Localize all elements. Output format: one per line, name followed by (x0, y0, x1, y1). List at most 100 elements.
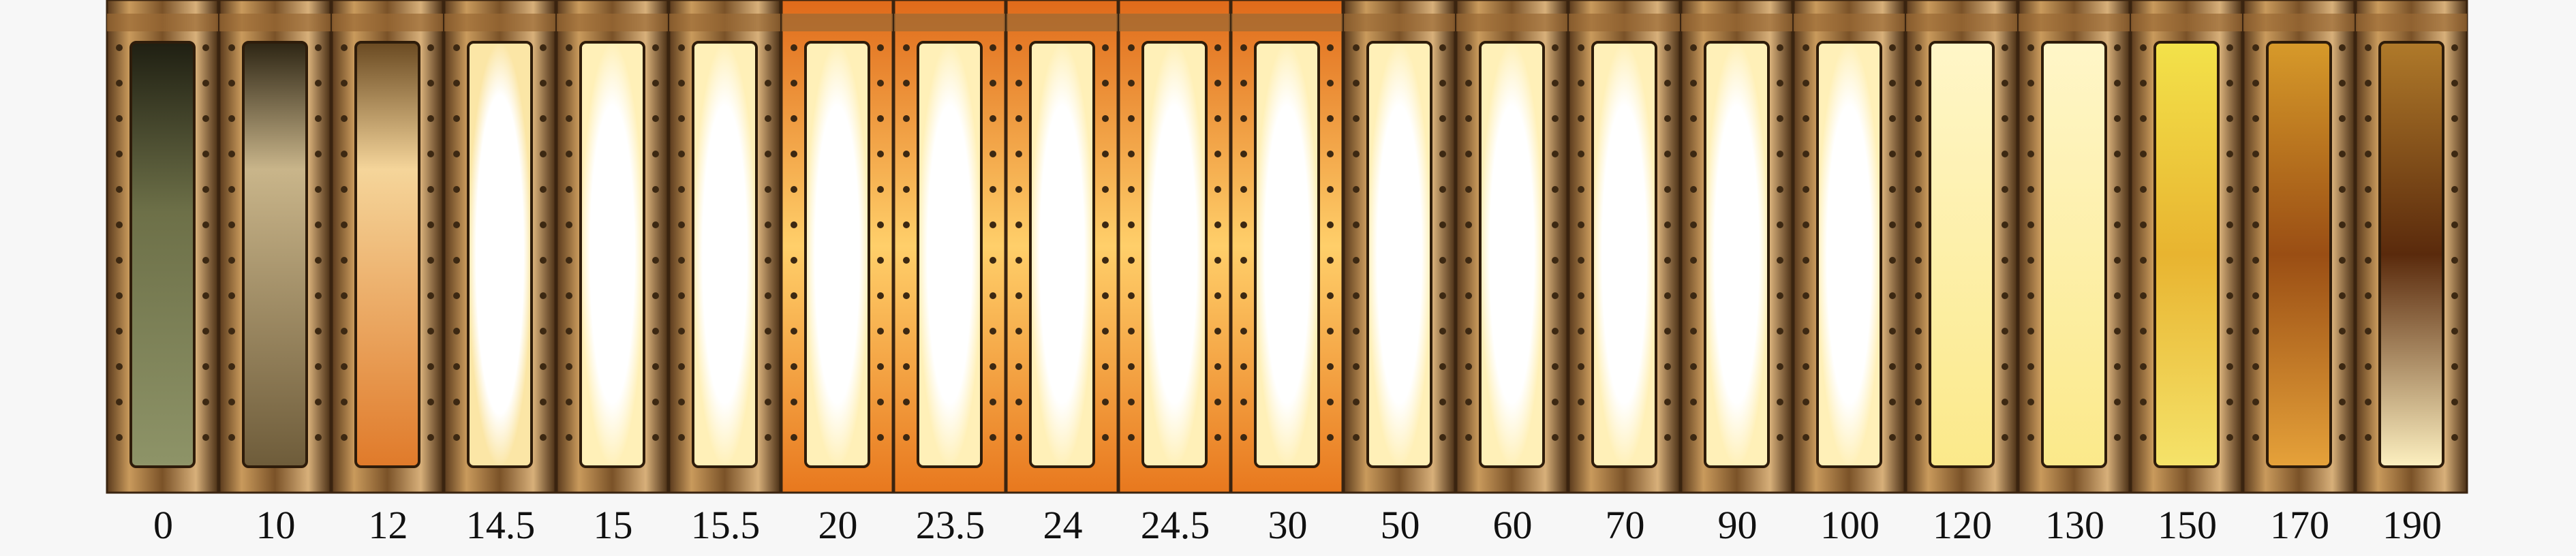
rivet (1690, 292, 1697, 299)
panel-top-bar (107, 14, 218, 31)
rivet (1240, 328, 1247, 335)
rivet (877, 363, 884, 370)
rivet (2451, 44, 2458, 51)
rivet (1240, 257, 1247, 264)
rivet (678, 186, 685, 193)
rivet (1777, 186, 1783, 193)
rivet (2252, 434, 2259, 441)
rivet (678, 328, 685, 335)
rivet (540, 328, 547, 335)
rivet (2226, 151, 2233, 157)
rivet (2114, 115, 2121, 122)
rivet (2451, 363, 2458, 370)
rivet (877, 186, 884, 193)
rivet (540, 221, 547, 228)
rivet (791, 434, 797, 441)
rivet (2252, 186, 2259, 193)
rivet (990, 80, 996, 87)
rivet (2226, 221, 2233, 228)
rivet (765, 80, 771, 87)
rivet (1889, 292, 1896, 299)
rivet (202, 115, 209, 122)
rivet (1664, 257, 1671, 264)
rivet (903, 186, 910, 193)
rivet (1439, 328, 1446, 335)
rivet (1465, 434, 1472, 441)
panel-window (129, 41, 196, 468)
rivet (453, 257, 460, 264)
rivet (2114, 257, 2121, 264)
rivet (1552, 292, 1559, 299)
frame-label: 70 (1606, 503, 1645, 547)
panel-top-bar (1906, 14, 2017, 31)
rivet (1353, 434, 1360, 441)
rivet (228, 292, 235, 299)
rivet (1777, 115, 1783, 122)
rivet (990, 115, 996, 122)
rivet (1240, 399, 1247, 405)
panel-top-bar (2019, 14, 2130, 31)
rivet (341, 399, 348, 405)
panel (331, 0, 444, 494)
rivet (2027, 434, 2034, 441)
rivet (765, 257, 771, 264)
rivet (1214, 44, 1221, 51)
rivet (2140, 221, 2147, 228)
rivet (1102, 292, 1109, 299)
panel-top-bar (1456, 14, 1567, 31)
rivet (2002, 363, 2008, 370)
rivet (1803, 292, 1809, 299)
rivet (315, 399, 322, 405)
rivet (1128, 363, 1135, 370)
rivet (1889, 186, 1896, 193)
rivet (2140, 434, 2147, 441)
rivet (315, 434, 322, 441)
rivet (2226, 399, 2233, 405)
rivet (2027, 115, 2034, 122)
rivet (652, 363, 659, 370)
rivet (678, 434, 685, 441)
rivet (903, 363, 910, 370)
rivet (678, 363, 685, 370)
rivet (2339, 80, 2346, 87)
rivet (1664, 221, 1671, 228)
rivet (2027, 363, 2034, 370)
rivet (1889, 44, 1896, 51)
rivet (877, 292, 884, 299)
frame-label: 12 (369, 503, 408, 547)
rivet (315, 44, 322, 51)
rivet (1015, 115, 1022, 122)
rivet (765, 44, 771, 51)
rivet (1327, 44, 1334, 51)
rivet (2140, 292, 2147, 299)
rivet (1465, 328, 1472, 335)
panel (1343, 0, 1456, 494)
rivet (540, 257, 547, 264)
rivet (678, 44, 685, 51)
rivet (903, 80, 910, 87)
rivet (2252, 328, 2259, 335)
rivet (202, 186, 209, 193)
rivet (1353, 328, 1360, 335)
rivet (2365, 257, 2372, 264)
panel-top-bar (219, 14, 331, 31)
rivet (2451, 257, 2458, 264)
rivet (1777, 221, 1783, 228)
rivet (116, 151, 123, 157)
panel (2130, 0, 2243, 494)
rivet (791, 257, 797, 264)
rivet (453, 434, 460, 441)
panel-top-bar (1119, 14, 1230, 31)
rivet (1327, 115, 1334, 122)
frame-label: 90 (1718, 503, 1758, 547)
frame-label: 130 (2045, 503, 2104, 547)
rivet (1803, 257, 1809, 264)
rivet (1664, 434, 1671, 441)
rivet (1102, 434, 1109, 441)
rivet (116, 221, 123, 228)
rivet (877, 434, 884, 441)
rivet (1214, 80, 1221, 87)
rivet (566, 328, 572, 335)
rivet (1327, 221, 1334, 228)
rivet (1102, 399, 1109, 405)
